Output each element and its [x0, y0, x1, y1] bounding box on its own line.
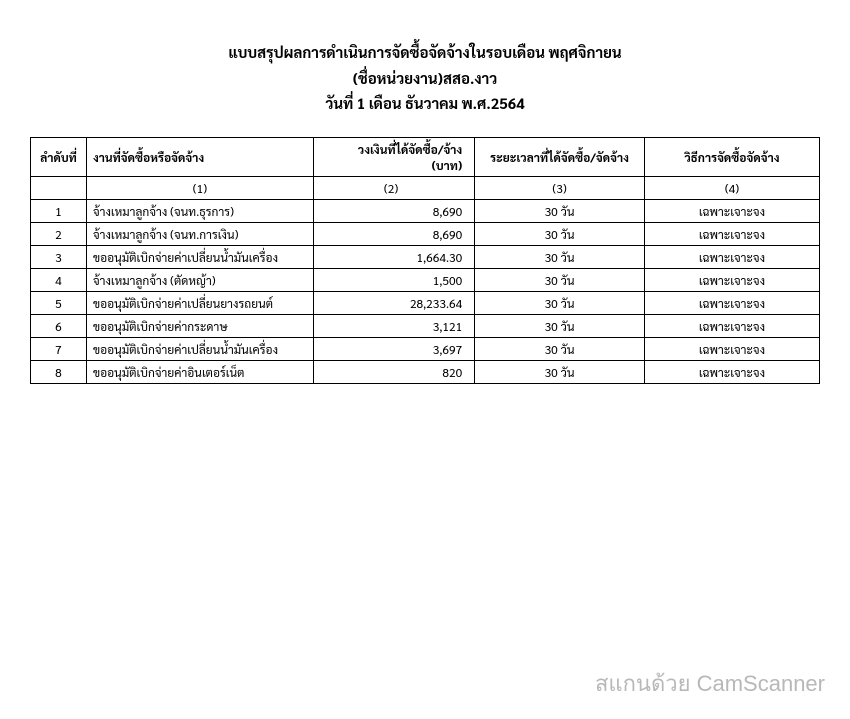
- cell-amount: 820: [313, 360, 474, 383]
- subheader-1: (1): [86, 176, 313, 199]
- subheader-4: (4): [644, 176, 819, 199]
- cell-amount: 28,233.64: [313, 291, 474, 314]
- col-header-desc: งานที่จัดซื้อหรือจัดจ้าง: [86, 137, 313, 176]
- table-row: 8ขออนุมัติเบิกจ่ายค่าอินเตอร์เน็ต82030 ว…: [31, 360, 820, 383]
- cell-method: เฉพาะเจาะจง: [644, 291, 819, 314]
- cell-time: 30 วัน: [475, 314, 645, 337]
- cell-time: 30 วัน: [475, 222, 645, 245]
- cell-amount: 1,500: [313, 268, 474, 291]
- table-row: 7ขออนุมัติเบิกจ่ายค่าเปลี่ยนน้ำมันเครื่อ…: [31, 337, 820, 360]
- title-line-1: แบบสรุปผลการดำเนินการจัดซื้อจัดจ้างในรอบ…: [30, 40, 820, 66]
- procurement-table: ลำดับที่ งานที่จัดซื้อหรือจัดจ้าง วงเงิน…: [30, 137, 820, 384]
- document-page: แบบสรุปผลการดำเนินการจัดซื้อจัดจ้างในรอบ…: [0, 0, 850, 384]
- cell-method: เฉพาะเจาะจง: [644, 360, 819, 383]
- title-line-3: วันที่ 1 เดือน ธันวาคม พ.ศ.2564: [30, 91, 820, 117]
- cell-desc: ขออนุมัติเบิกจ่ายค่าเปลี่ยนน้ำมันเครื่อง: [86, 245, 313, 268]
- cell-index: 7: [31, 337, 87, 360]
- cell-method: เฉพาะเจาะจง: [644, 268, 819, 291]
- cell-desc: ขออนุมัติเบิกจ่ายค่าอินเตอร์เน็ต: [86, 360, 313, 383]
- cell-index: 5: [31, 291, 87, 314]
- cell-amount: 3,697: [313, 337, 474, 360]
- cell-index: 1: [31, 199, 87, 222]
- cell-desc: ขออนุมัติเบิกจ่ายค่าเปลี่ยนน้ำมันเครื่อง: [86, 337, 313, 360]
- table-body: 1จ้างเหมาลูกจ้าง (จนท.ธุรการ)8,69030 วัน…: [31, 199, 820, 383]
- cell-index: 4: [31, 268, 87, 291]
- cell-index: 6: [31, 314, 87, 337]
- cell-method: เฉพาะเจาะจง: [644, 337, 819, 360]
- table-row: 4จ้างเหมาลูกจ้าง (ตัดหญ้า)1,50030 วันเฉพ…: [31, 268, 820, 291]
- subheader-2: (2): [313, 176, 474, 199]
- cell-time: 30 วัน: [475, 291, 645, 314]
- cell-method: เฉพาะเจาะจง: [644, 245, 819, 268]
- cell-amount: 1,664.30: [313, 245, 474, 268]
- table-row: 2จ้างเหมาลูกจ้าง (จนท.การเงิน)8,69030 วั…: [31, 222, 820, 245]
- document-title: แบบสรุปผลการดำเนินการจัดซื้อจัดจ้างในรอบ…: [30, 40, 820, 117]
- table-row: 6ขออนุมัติเบิกจ่ายค่ากระดาษ3,12130 วันเฉ…: [31, 314, 820, 337]
- cell-method: เฉพาะเจาะจง: [644, 222, 819, 245]
- scanner-watermark: สแกนด้วย CamScanner: [595, 666, 825, 701]
- col-header-amount: วงเงินที่ได้จัดซื้อ/จ้าง (บาท): [313, 137, 474, 176]
- cell-index: 8: [31, 360, 87, 383]
- cell-time: 30 วัน: [475, 337, 645, 360]
- cell-amount: 8,690: [313, 199, 474, 222]
- col-header-index: ลำดับที่: [31, 137, 87, 176]
- cell-desc: จ้างเหมาลูกจ้าง (จนท.ธุรการ): [86, 199, 313, 222]
- cell-method: เฉพาะเจาะจง: [644, 199, 819, 222]
- col-header-time: ระยะเวลาที่ได้จัดซื้อ/จัดจ้าง: [475, 137, 645, 176]
- cell-index: 3: [31, 245, 87, 268]
- cell-desc: จ้างเหมาลูกจ้าง (จนท.การเงิน): [86, 222, 313, 245]
- cell-time: 30 วัน: [475, 360, 645, 383]
- cell-desc: ขออนุมัติเบิกจ่ายค่ากระดาษ: [86, 314, 313, 337]
- col-header-method: วิธีการจัดซื้อจัดจ้าง: [644, 137, 819, 176]
- cell-desc: ขออนุมัติเบิกจ่ายค่าเปลี่ยนยางรถยนต์: [86, 291, 313, 314]
- cell-desc: จ้างเหมาลูกจ้าง (ตัดหญ้า): [86, 268, 313, 291]
- col-header-amount-line2: (บาท): [320, 157, 462, 173]
- subheader-blank: [31, 176, 87, 199]
- cell-index: 2: [31, 222, 87, 245]
- title-line-2: (ชื่อหน่วยงาน)สสอ.งาว: [30, 66, 820, 92]
- table-subheader-row: (1) (2) (3) (4): [31, 176, 820, 199]
- table-row: 3ขออนุมัติเบิกจ่ายค่าเปลี่ยนน้ำมันเครื่อ…: [31, 245, 820, 268]
- cell-method: เฉพาะเจาะจง: [644, 314, 819, 337]
- col-header-amount-line1: วงเงินที่ได้จัดซื้อ/จ้าง: [320, 141, 462, 157]
- cell-amount: 8,690: [313, 222, 474, 245]
- table-header-row: ลำดับที่ งานที่จัดซื้อหรือจัดจ้าง วงเงิน…: [31, 137, 820, 176]
- table-row: 5ขออนุมัติเบิกจ่ายค่าเปลี่ยนยางรถยนต์28,…: [31, 291, 820, 314]
- cell-time: 30 วัน: [475, 245, 645, 268]
- subheader-3: (3): [475, 176, 645, 199]
- table-row: 1จ้างเหมาลูกจ้าง (จนท.ธุรการ)8,69030 วัน…: [31, 199, 820, 222]
- cell-amount: 3,121: [313, 314, 474, 337]
- cell-time: 30 วัน: [475, 199, 645, 222]
- cell-time: 30 วัน: [475, 268, 645, 291]
